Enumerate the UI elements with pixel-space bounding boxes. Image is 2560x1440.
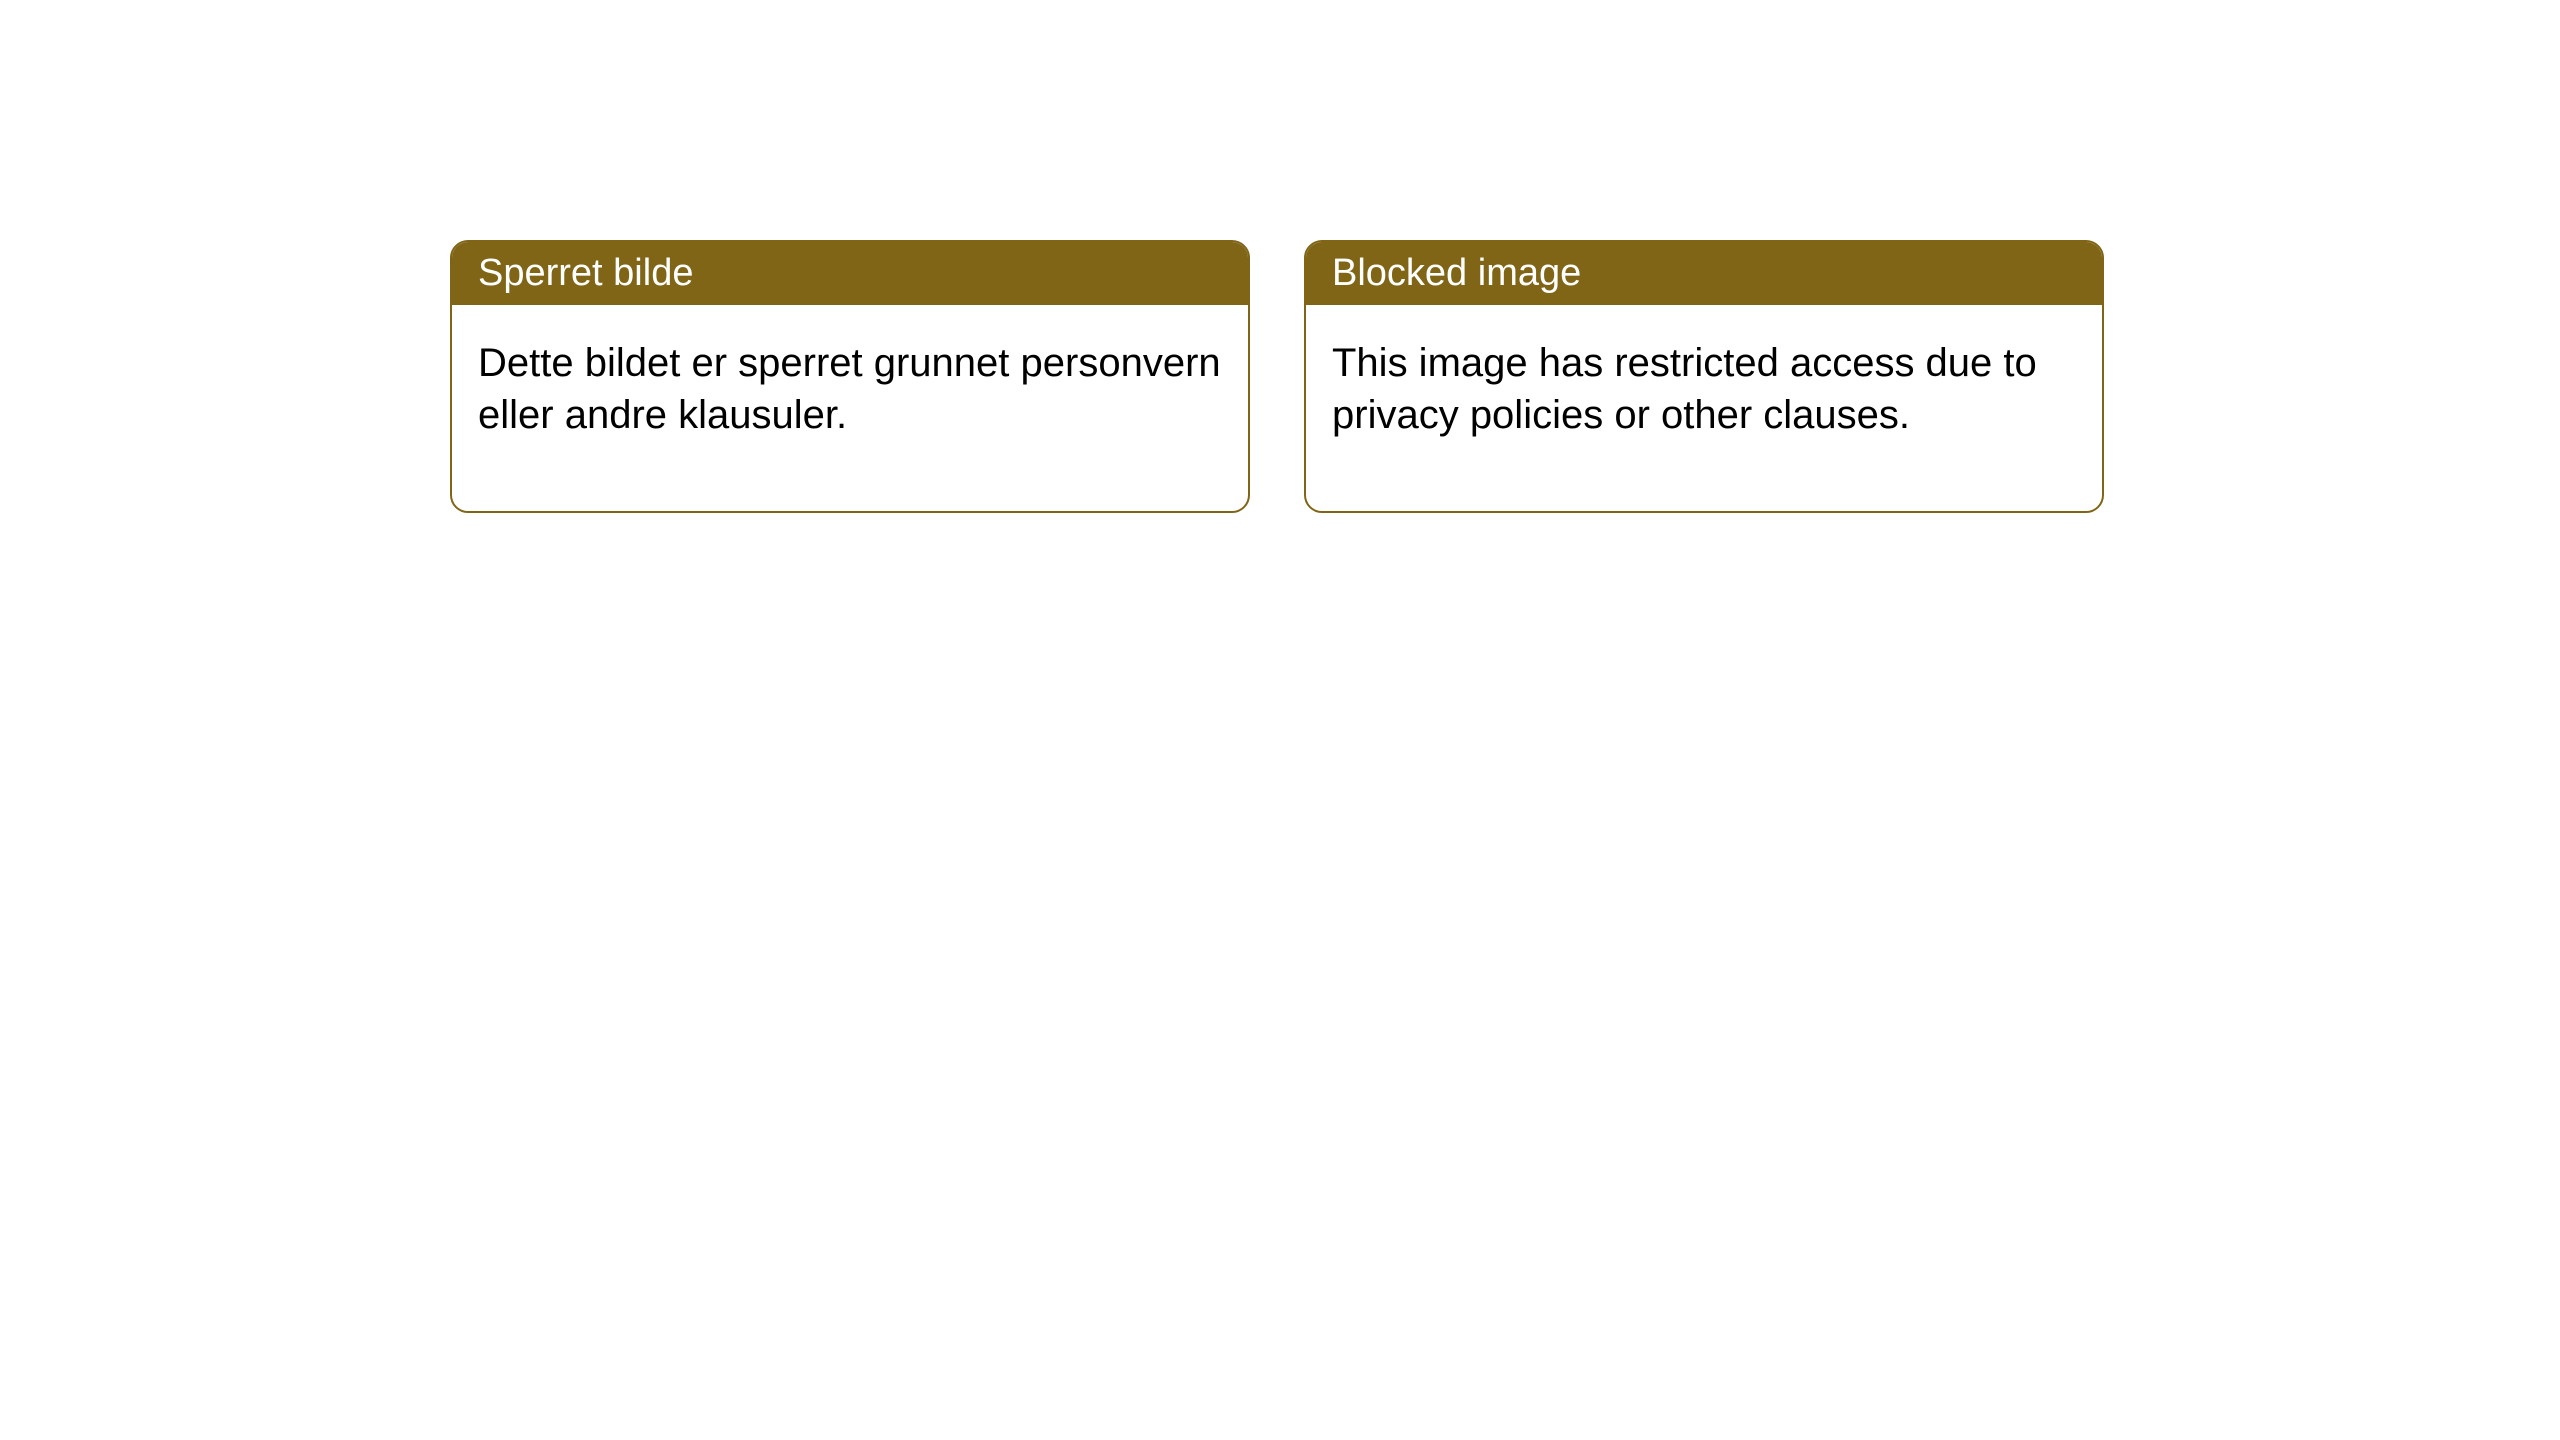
card-title: Sperret bilde bbox=[478, 252, 693, 294]
blocked-image-card-norwegian: Sperret bilde Dette bildet er sperret gr… bbox=[450, 240, 1250, 513]
card-title: Blocked image bbox=[1332, 252, 1581, 294]
card-body-text: Dette bildet er sperret grunnet personve… bbox=[478, 341, 1221, 437]
notice-cards-container: Sperret bilde Dette bildet er sperret gr… bbox=[450, 240, 2104, 513]
blocked-image-card-english: Blocked image This image has restricted … bbox=[1304, 240, 2104, 513]
card-header: Blocked image bbox=[1306, 242, 2102, 305]
card-body-text: This image has restricted access due to … bbox=[1332, 341, 2037, 437]
card-body: Dette bildet er sperret grunnet personve… bbox=[452, 305, 1248, 511]
card-header: Sperret bilde bbox=[452, 242, 1248, 305]
card-body: This image has restricted access due to … bbox=[1306, 305, 2102, 511]
